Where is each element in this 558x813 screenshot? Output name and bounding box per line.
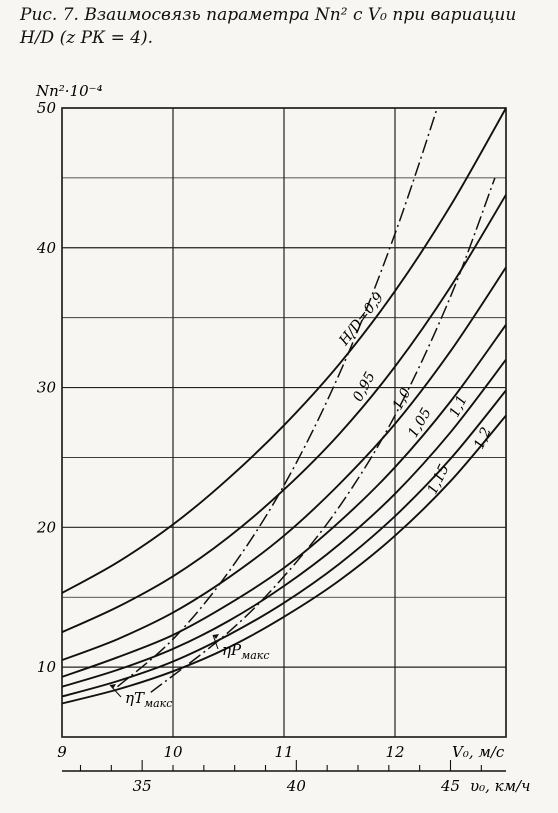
efficiency-label: ηTмакс — [125, 689, 172, 710]
series-label: 1,1 — [447, 393, 471, 420]
y-tick-label: 40 — [36, 239, 57, 257]
secondary-tick-label: 40 — [286, 777, 307, 795]
efficiency-label: ηPмакс — [222, 641, 270, 662]
series-line — [62, 108, 506, 594]
y-tick-label: 50 — [37, 99, 57, 117]
series-label: 1,05 — [405, 405, 434, 440]
series-label: 1,0 — [390, 386, 415, 413]
series-line — [62, 414, 506, 705]
x-axis-label: V₀, м/с — [452, 743, 505, 761]
grid — [61, 107, 507, 772]
efficiency-label-arrow — [110, 684, 116, 689]
x-tick-label: 12 — [385, 743, 404, 761]
series-line — [62, 194, 506, 634]
series-label: H/D=0,9 — [336, 290, 388, 350]
series-line — [62, 266, 506, 661]
y-tick-label: 20 — [36, 518, 57, 536]
x-tick-label: 9 — [57, 743, 67, 761]
efficiency-line — [150, 177, 496, 693]
series-label: 0,95 — [350, 369, 379, 404]
y-tick-label: 30 — [37, 379, 57, 397]
series-layer — [62, 108, 506, 705]
series-line — [62, 389, 506, 698]
efficiency-label-leader — [212, 634, 219, 650]
figure-caption: Рис. 7. Взаимосвязь параметра Nn² с V₀ п… — [20, 4, 550, 50]
series-label: 1,15 — [425, 462, 453, 497]
caption-line-1: Рис. 7. Взаимосвязь параметра Nn² с V₀ п… — [20, 5, 517, 25]
efficiency-label-arrow — [213, 634, 219, 639]
x-tick-label: 11 — [274, 743, 293, 761]
caption-line-2: H/D (z РК = 4). — [20, 28, 154, 48]
y-tick-label: 10 — [37, 658, 57, 676]
efficiency-lines — [117, 108, 496, 693]
series-line — [62, 324, 506, 678]
x-tick-label: 10 — [163, 743, 183, 761]
series-line — [62, 359, 506, 688]
efficiency-line — [117, 108, 438, 688]
secondary-axis-label: υ₀, км/ч — [470, 777, 530, 795]
secondary-tick-label: 35 — [133, 777, 152, 795]
y-axis-label: Nn²·10⁻⁴ — [35, 82, 103, 100]
secondary-tick-label: 45 — [440, 777, 460, 795]
